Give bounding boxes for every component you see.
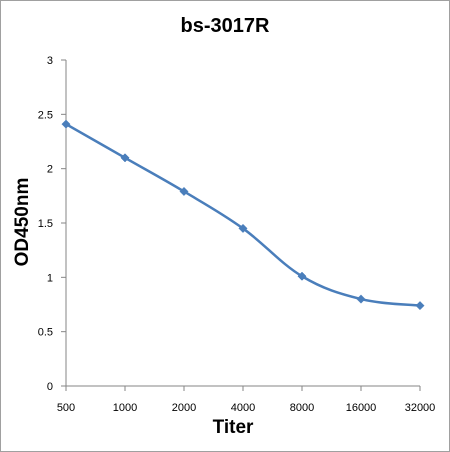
y-tick-label: 2 [47, 164, 53, 176]
data-point-marker [356, 294, 366, 304]
x-tick-label: 32000 [405, 402, 436, 414]
y-tick-label: 2.5 [38, 109, 53, 121]
data-point-marker [238, 223, 248, 233]
x-tick-label: 16000 [346, 402, 377, 414]
y-axis-title: OD450nm [12, 178, 33, 267]
x-tick-label: 8000 [290, 402, 314, 414]
y-tick-label: 1.5 [38, 218, 53, 230]
y-tick-label: 1 [47, 272, 53, 284]
x-tick-label: 500 [57, 402, 75, 414]
x-tick-label: 2000 [172, 402, 196, 414]
y-tick-label: 0.5 [38, 327, 53, 339]
x-axis-title: Titer [213, 417, 254, 438]
x-tick-label: 1000 [113, 402, 137, 414]
x-tick-label: 4000 [231, 402, 255, 414]
data-point-marker [415, 301, 425, 311]
data-point-marker [297, 271, 307, 281]
y-tick-label: 3 [47, 55, 53, 67]
series-line [65, 123, 421, 307]
data-point-marker [179, 186, 189, 197]
chart-title: bs-3017R [181, 15, 270, 37]
data-point-marker [120, 153, 130, 163]
y-tick-label: 0 [47, 381, 53, 393]
data-point-marker [61, 119, 71, 129]
